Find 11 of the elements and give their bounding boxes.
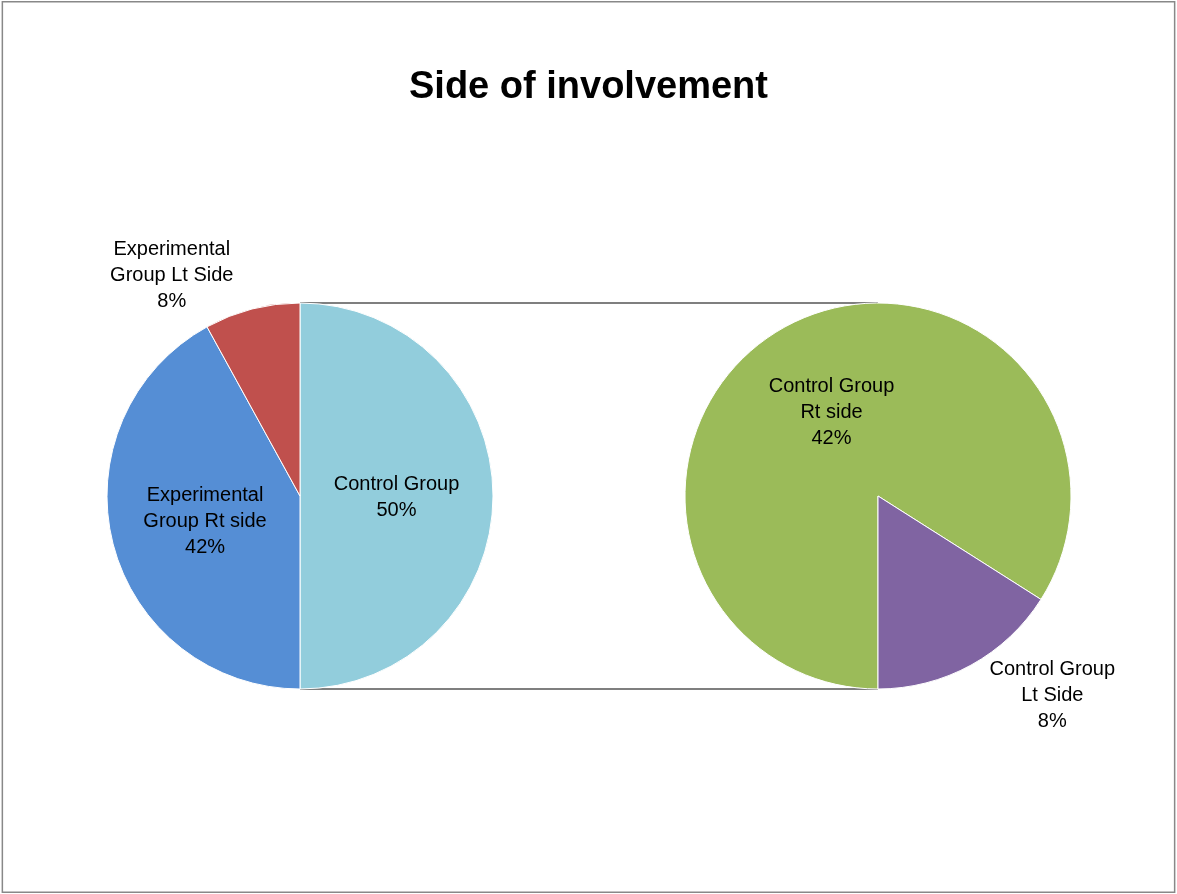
slice-label: Control Group Rt side	[768, 374, 895, 423]
slice-label: Control Group Lt Side	[989, 656, 1116, 705]
data-label: 8%	[1037, 708, 1067, 731]
data-label: 42%	[811, 426, 852, 449]
data-label: 42%	[185, 535, 226, 558]
slice-label: Control Group	[333, 472, 460, 494]
data-label: 50%	[376, 498, 417, 520]
slice-label: Experimental Group Rt side	[143, 483, 267, 532]
text: Side of involvement	[409, 64, 769, 106]
data-label: 8%	[157, 289, 187, 312]
slice-label: Experimental Group Lt Side	[110, 237, 234, 286]
